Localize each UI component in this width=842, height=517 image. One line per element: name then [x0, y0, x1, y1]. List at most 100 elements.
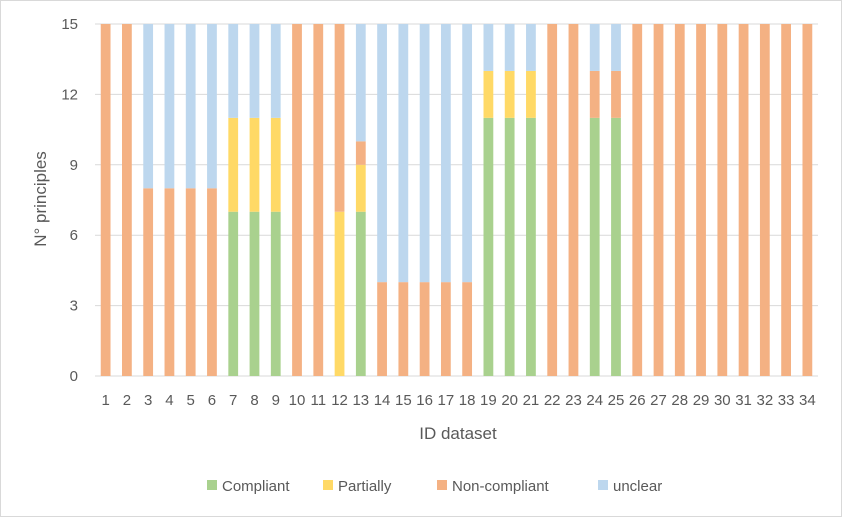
bar-segment-non-compliant: [568, 24, 579, 376]
bar-segment-non-compliant: [292, 24, 302, 376]
bar-segment-non-compliant: [462, 282, 473, 376]
x-tick-label: 7: [229, 392, 237, 409]
x-tick-label: 10: [289, 392, 306, 409]
bars: [100, 24, 813, 376]
x-tick-label: 19: [480, 392, 497, 409]
bar-segment-non-compliant: [611, 70, 621, 118]
x-tick-label: 33: [778, 392, 795, 409]
legend-label: Non-compliant: [452, 478, 550, 495]
bar-segment-non-compliant: [653, 24, 664, 376]
bar-segment-compliant: [504, 117, 515, 376]
legend-swatch: [598, 480, 608, 490]
bar-segment-unclear: [483, 24, 494, 71]
bar-segment-partially: [483, 70, 494, 118]
x-tick-label: 27: [650, 392, 667, 409]
x-tick-label: 13: [352, 392, 369, 409]
x-tick-label: 15: [395, 392, 412, 409]
x-tick-label: 28: [671, 392, 688, 409]
bar-segment-partially: [249, 117, 260, 212]
bar-segment-partially: [504, 70, 515, 118]
bar-segment-non-compliant: [632, 24, 643, 376]
bar-segment-non-compliant: [717, 24, 728, 376]
x-tick-label: 22: [544, 392, 561, 409]
bar-segment-non-compliant: [674, 24, 685, 376]
bar-segment-unclear: [504, 24, 515, 71]
bar-segment-non-compliant: [759, 24, 770, 376]
x-tick-label: 30: [714, 392, 731, 409]
legend: Compliant Partially Non-compliant unclear: [207, 478, 662, 495]
x-tick-label: 21: [523, 392, 540, 409]
x-tick-label: 14: [374, 392, 391, 409]
bar-segment-non-compliant: [313, 24, 324, 376]
bar-segment-non-compliant: [207, 188, 217, 376]
bar-segment-non-compliant: [122, 24, 132, 376]
x-tick-label: 18: [459, 392, 476, 409]
legend-swatch: [207, 480, 217, 490]
x-tick-label: 16: [416, 392, 433, 409]
bar-segment-unclear: [589, 24, 600, 71]
bar-segment-unclear: [462, 24, 473, 283]
bar-segment-unclear: [355, 24, 366, 142]
bar-segment-compliant: [483, 117, 494, 376]
bar-segment-compliant: [270, 211, 281, 376]
x-tick-label: 4: [165, 392, 173, 409]
bar-segment-unclear: [611, 24, 621, 71]
x-tick-label: 26: [629, 392, 646, 409]
x-tick-label: 20: [501, 392, 518, 409]
x-tick-label: 3: [144, 392, 152, 409]
x-tick-label: 25: [608, 392, 625, 409]
x-tick-label: 2: [123, 392, 131, 409]
bar-segment-unclear: [185, 24, 196, 189]
bar-segment-compliant: [526, 117, 536, 376]
bar-segment-unclear: [207, 24, 217, 189]
bar-segment-non-compliant: [143, 188, 154, 376]
bar-segment-unclear: [440, 24, 451, 283]
bar-segment-non-compliant: [802, 24, 813, 376]
x-axis-ticks: 1 2 3 4 5 6 7 8 9 10 11 12 13 14 15 16 17 18 19 20 21 22 23 24 2…: [101, 392, 815, 409]
legend-label: unclear: [613, 478, 662, 495]
y-tick-label: 9: [70, 157, 78, 174]
y-axis-title: N° principles: [31, 151, 50, 247]
legend-swatch: [437, 480, 447, 490]
bar-segment-unclear: [377, 24, 387, 283]
bar-segment-unclear: [143, 24, 154, 189]
bar-segment-non-compliant: [100, 24, 111, 376]
bar-segment-non-compliant: [440, 282, 451, 376]
x-tick-label: 34: [799, 392, 816, 409]
bar-segment-non-compliant: [547, 24, 558, 376]
bar-segment-partially: [334, 211, 345, 376]
bar-segment-unclear: [228, 24, 239, 118]
bar-segment-compliant: [249, 211, 260, 376]
bar-segment-unclear: [419, 24, 430, 283]
x-tick-label: 5: [187, 392, 195, 409]
x-axis-title: ID dataset: [419, 424, 497, 443]
bar-segment-non-compliant: [377, 282, 387, 376]
x-tick-label: 9: [272, 392, 280, 409]
gridlines: [95, 23, 818, 377]
x-tick-label: 1: [101, 392, 109, 409]
x-tick-label: 12: [331, 392, 348, 409]
bar-segment-unclear: [398, 24, 409, 283]
legend-label: Compliant: [222, 478, 290, 495]
bar-segment-unclear: [164, 24, 175, 189]
bar-segment-non-compliant: [185, 188, 196, 376]
bar-segment-non-compliant: [164, 188, 175, 376]
bar-segment-non-compliant: [355, 141, 366, 165]
bar-segment-partially: [355, 164, 366, 212]
bar-segment-unclear: [270, 24, 281, 118]
legend-swatch: [323, 480, 333, 490]
x-tick-label: 31: [735, 392, 752, 409]
legend-label: Partially: [338, 478, 392, 495]
bar-segment-non-compliant: [334, 24, 345, 212]
y-tick-label: 3: [70, 298, 78, 315]
bar-segment-non-compliant: [696, 24, 706, 376]
bar-segment-non-compliant: [738, 24, 749, 376]
bar-segment-non-compliant: [419, 282, 430, 376]
bar-segment-partially: [526, 70, 536, 118]
x-tick-label: 23: [565, 392, 582, 409]
bar-segment-non-compliant: [781, 24, 791, 376]
bar-segment-compliant: [611, 117, 621, 376]
x-tick-label: 8: [250, 392, 258, 409]
bar-segment-unclear: [526, 24, 536, 71]
